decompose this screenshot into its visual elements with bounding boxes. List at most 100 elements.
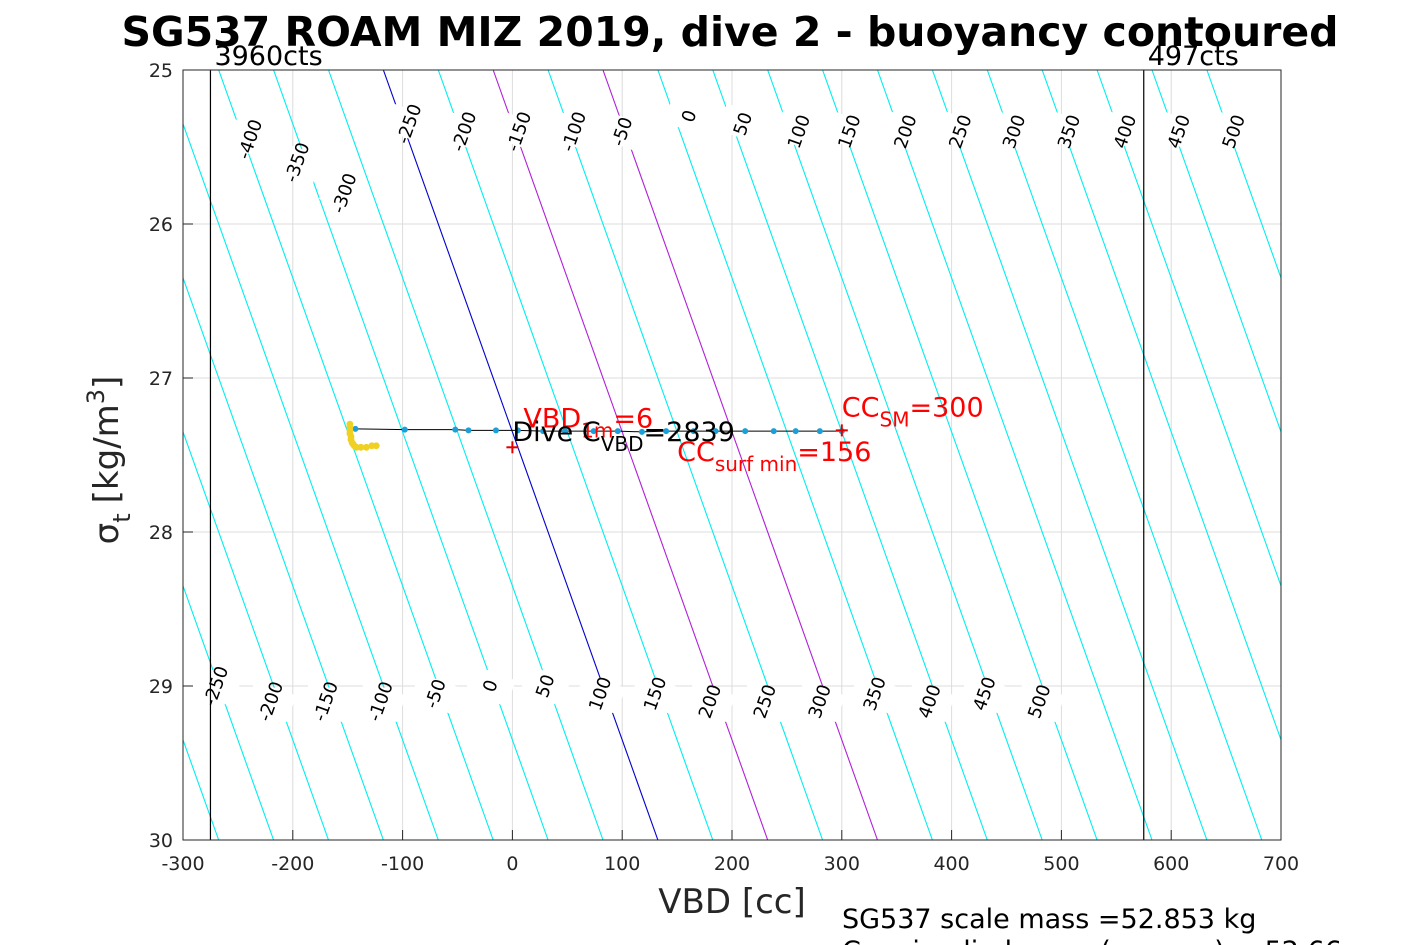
x-tick-label: 100 — [604, 853, 640, 875]
contour-label-bg — [849, 673, 901, 715]
axis-ticks: -300 -200 -100 0 100 200 300 400 500 600 700 25 26 27… — [149, 60, 1299, 875]
contour-label-bg — [934, 111, 986, 153]
y-axis-unit: [kg/m — [87, 404, 127, 503]
data-point — [712, 428, 719, 435]
data-point — [352, 425, 359, 432]
contour-line — [327, 70, 604, 840]
contour-line — [273, 70, 549, 840]
x-tick-label: -300 — [161, 853, 204, 875]
data-point — [663, 428, 670, 435]
contour-label-bg — [684, 680, 736, 722]
x-tick-label: 0 — [506, 853, 518, 875]
y-tick-label: 28 — [149, 522, 173, 544]
contour-label-bg — [493, 111, 545, 153]
contour-label-bg — [959, 673, 1010, 715]
data-point — [540, 428, 547, 435]
markers — [506, 424, 848, 454]
data-series — [346, 420, 845, 451]
contour-label-bg — [773, 111, 825, 153]
y-axis-sub: t — [108, 513, 136, 522]
contour-label-bg — [438, 111, 490, 153]
chart-title: SG537 ROAM MIZ 2019, dive 2 - buoyancy c… — [121, 8, 1338, 56]
annotation: CCsurf min=156 — [677, 437, 871, 476]
contour-label-bg — [824, 111, 875, 153]
vbd-limit-label: 3960cts — [214, 41, 322, 72]
data-point — [372, 442, 380, 450]
contour-label-bg — [1043, 111, 1095, 153]
data-point — [465, 427, 472, 434]
contour-line — [931, 70, 1208, 840]
x-axis-label: VBD [cc] — [658, 882, 806, 922]
data-point — [690, 428, 697, 435]
contour-line — [1041, 70, 1281, 742]
contour-label-bg — [271, 141, 323, 183]
data-point — [357, 443, 365, 451]
y-tick-label: 29 — [149, 676, 173, 698]
contour-line — [1206, 70, 1281, 280]
data-point — [614, 428, 621, 435]
contour-line — [1096, 70, 1281, 588]
contour-label-bg — [629, 673, 681, 715]
contour-label-bg — [880, 111, 931, 153]
contour-label-bg — [596, 111, 648, 153]
contour-label-bg — [410, 673, 461, 715]
contour-label-bg — [794, 680, 846, 722]
data-point — [770, 428, 777, 435]
contour-label-bg — [988, 111, 1040, 153]
contour-labels: -400-350-300-250 -200 -150 -100 -50 0 50 100 150… — [190, 95, 1260, 724]
contour-line — [437, 70, 714, 840]
x-tick-label: 500 — [1043, 853, 1079, 875]
footer-line-2: C implied mass (sensors) = 52.66 — [842, 936, 1342, 945]
vbd-limit-lines: 3960cts 497cts — [209, 41, 1239, 840]
footer-line-1: SG537 scale mass =52.853 kg — [842, 904, 1256, 935]
contour-label-bg — [465, 665, 516, 707]
x-tick-label: 700 — [1263, 853, 1299, 875]
x-tick-label: 600 — [1153, 853, 1189, 875]
data-point — [452, 426, 459, 433]
annotation: CCSM=300 — [842, 393, 984, 432]
contour-line — [183, 584, 275, 840]
data-point — [492, 427, 499, 434]
y-tick-label: 30 — [149, 830, 173, 852]
contour-line — [1151, 70, 1281, 434]
contour-label-bg — [383, 103, 435, 145]
contour-line — [183, 122, 439, 840]
y-axis-label: σt [kg/m3] — [82, 376, 136, 545]
contour-line — [0, 70, 164, 840]
data-point — [362, 443, 370, 451]
x-tick-label: 400 — [933, 853, 969, 875]
x-tick-label: 200 — [714, 853, 750, 875]
y-tick-label: 27 — [149, 368, 173, 390]
contour-line — [0, 70, 54, 840]
contour-label-bg — [318, 172, 370, 214]
data-point — [742, 428, 749, 435]
contour-label-bg — [355, 680, 407, 722]
contour-label-bg — [1153, 111, 1205, 153]
contour-label-bg — [1014, 680, 1065, 722]
y-axis-sup: 3 — [82, 389, 110, 404]
y-axis-symbol: σ — [87, 523, 127, 545]
y-axis-close: ] — [87, 376, 127, 389]
contour-label-bg — [717, 103, 769, 145]
contour-line — [986, 70, 1263, 840]
contour-label-bg — [574, 673, 626, 715]
contour-label-bg — [224, 118, 276, 160]
x-tick-label: 300 — [824, 853, 860, 875]
contour-label-bg — [548, 111, 600, 153]
contour-label-bg — [190, 665, 242, 707]
data-point — [514, 427, 521, 434]
x-tick-label: -100 — [381, 853, 424, 875]
y-tick-label: 25 — [149, 60, 173, 82]
contour-label-bg — [1208, 111, 1260, 153]
contour-label-bg — [663, 95, 715, 137]
data-point — [792, 428, 799, 435]
contour-label-bg — [904, 680, 956, 722]
data-point — [638, 428, 645, 435]
annotation: Dive CVBD=2839 — [512, 417, 734, 456]
y-tick-label: 26 — [149, 214, 173, 236]
annotation: VBD1m=6 — [523, 403, 653, 442]
contour-label-bg — [739, 680, 791, 722]
svg-text:σt[kg/m3]: σt [kg/m3] — [82, 376, 136, 545]
